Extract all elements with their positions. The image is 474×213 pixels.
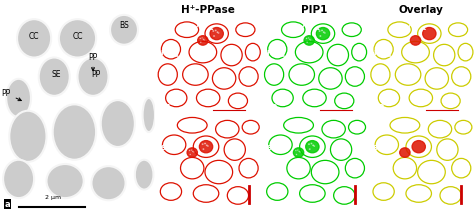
Text: PH: PH [267,50,284,57]
Ellipse shape [46,164,84,198]
Ellipse shape [3,160,34,198]
Text: H⁺-PPase: H⁺-PPase [181,5,235,15]
Ellipse shape [324,32,326,34]
Text: XY: XY [293,119,311,125]
Text: 2 μm: 2 μm [45,195,61,200]
Ellipse shape [110,15,138,45]
Ellipse shape [309,148,311,150]
Ellipse shape [297,149,299,151]
Ellipse shape [198,36,208,45]
Ellipse shape [53,104,96,160]
Ellipse shape [306,141,319,153]
Ellipse shape [423,27,436,40]
Ellipse shape [310,142,312,145]
Ellipse shape [9,111,46,162]
Ellipse shape [202,39,204,40]
Ellipse shape [192,151,194,152]
Ellipse shape [143,98,155,132]
Ellipse shape [202,148,205,150]
Text: Overlay: Overlay [398,5,443,15]
Ellipse shape [59,19,96,58]
Ellipse shape [206,144,208,146]
Ellipse shape [78,58,109,96]
Text: SE: SE [267,145,288,152]
Ellipse shape [213,35,215,37]
Ellipse shape [101,100,135,147]
Ellipse shape [306,38,308,39]
Ellipse shape [410,36,421,45]
Text: CC: CC [29,32,39,41]
Ellipse shape [309,39,310,40]
Ellipse shape [312,144,314,146]
Text: c1: c1 [159,201,171,210]
Text: SE: SE [373,145,394,152]
Text: XY: XY [187,119,205,125]
Text: CC: CC [168,161,186,169]
Ellipse shape [200,141,213,153]
Text: SE: SE [51,70,61,79]
Ellipse shape [319,30,321,32]
Ellipse shape [299,151,301,153]
Ellipse shape [203,39,205,41]
Ellipse shape [200,42,202,43]
Text: PIP1: PIP1 [301,5,328,15]
Text: XY: XY [195,22,213,30]
Text: CC: CC [274,161,292,169]
Ellipse shape [201,143,204,145]
Text: BS: BS [119,21,129,30]
Text: b3: b3 [372,104,384,113]
Ellipse shape [189,150,191,151]
Ellipse shape [306,42,308,43]
Text: PP: PP [91,70,100,79]
Ellipse shape [310,39,311,41]
Text: SE: SE [160,145,181,152]
Text: PH: PH [373,50,391,57]
Ellipse shape [39,58,70,96]
Text: c3: c3 [372,201,383,210]
Text: CC: CC [72,32,83,41]
Ellipse shape [293,148,304,157]
Ellipse shape [298,151,300,152]
Ellipse shape [321,29,323,32]
Ellipse shape [313,145,315,147]
Ellipse shape [323,31,325,33]
Ellipse shape [17,19,51,58]
Text: XY: XY [400,119,417,125]
Text: c2: c2 [265,201,277,210]
Ellipse shape [189,154,191,155]
Ellipse shape [187,148,198,157]
Ellipse shape [295,150,297,151]
Ellipse shape [412,141,425,153]
Ellipse shape [316,27,330,40]
Text: PP: PP [1,89,21,101]
Ellipse shape [296,154,297,155]
Ellipse shape [308,37,310,39]
Ellipse shape [400,148,410,157]
Ellipse shape [217,32,219,34]
Ellipse shape [308,143,310,145]
Ellipse shape [191,149,192,151]
Text: XY: XY [302,22,319,30]
Text: PH: PH [160,50,178,57]
Ellipse shape [319,35,321,37]
Text: a: a [5,200,10,209]
Ellipse shape [210,27,223,40]
Ellipse shape [91,166,126,200]
Ellipse shape [201,37,203,39]
Ellipse shape [193,151,194,153]
Ellipse shape [216,31,219,33]
Ellipse shape [212,30,214,32]
Ellipse shape [6,79,31,117]
Text: CC: CC [381,161,398,169]
Ellipse shape [207,145,209,147]
Text: PP: PP [88,53,98,71]
Ellipse shape [215,29,217,32]
Ellipse shape [204,142,206,145]
Ellipse shape [200,38,201,39]
Ellipse shape [304,36,314,45]
Ellipse shape [135,160,154,190]
Text: b1: b1 [159,104,172,113]
Text: b2: b2 [265,104,278,113]
Text: XY: XY [408,22,426,30]
